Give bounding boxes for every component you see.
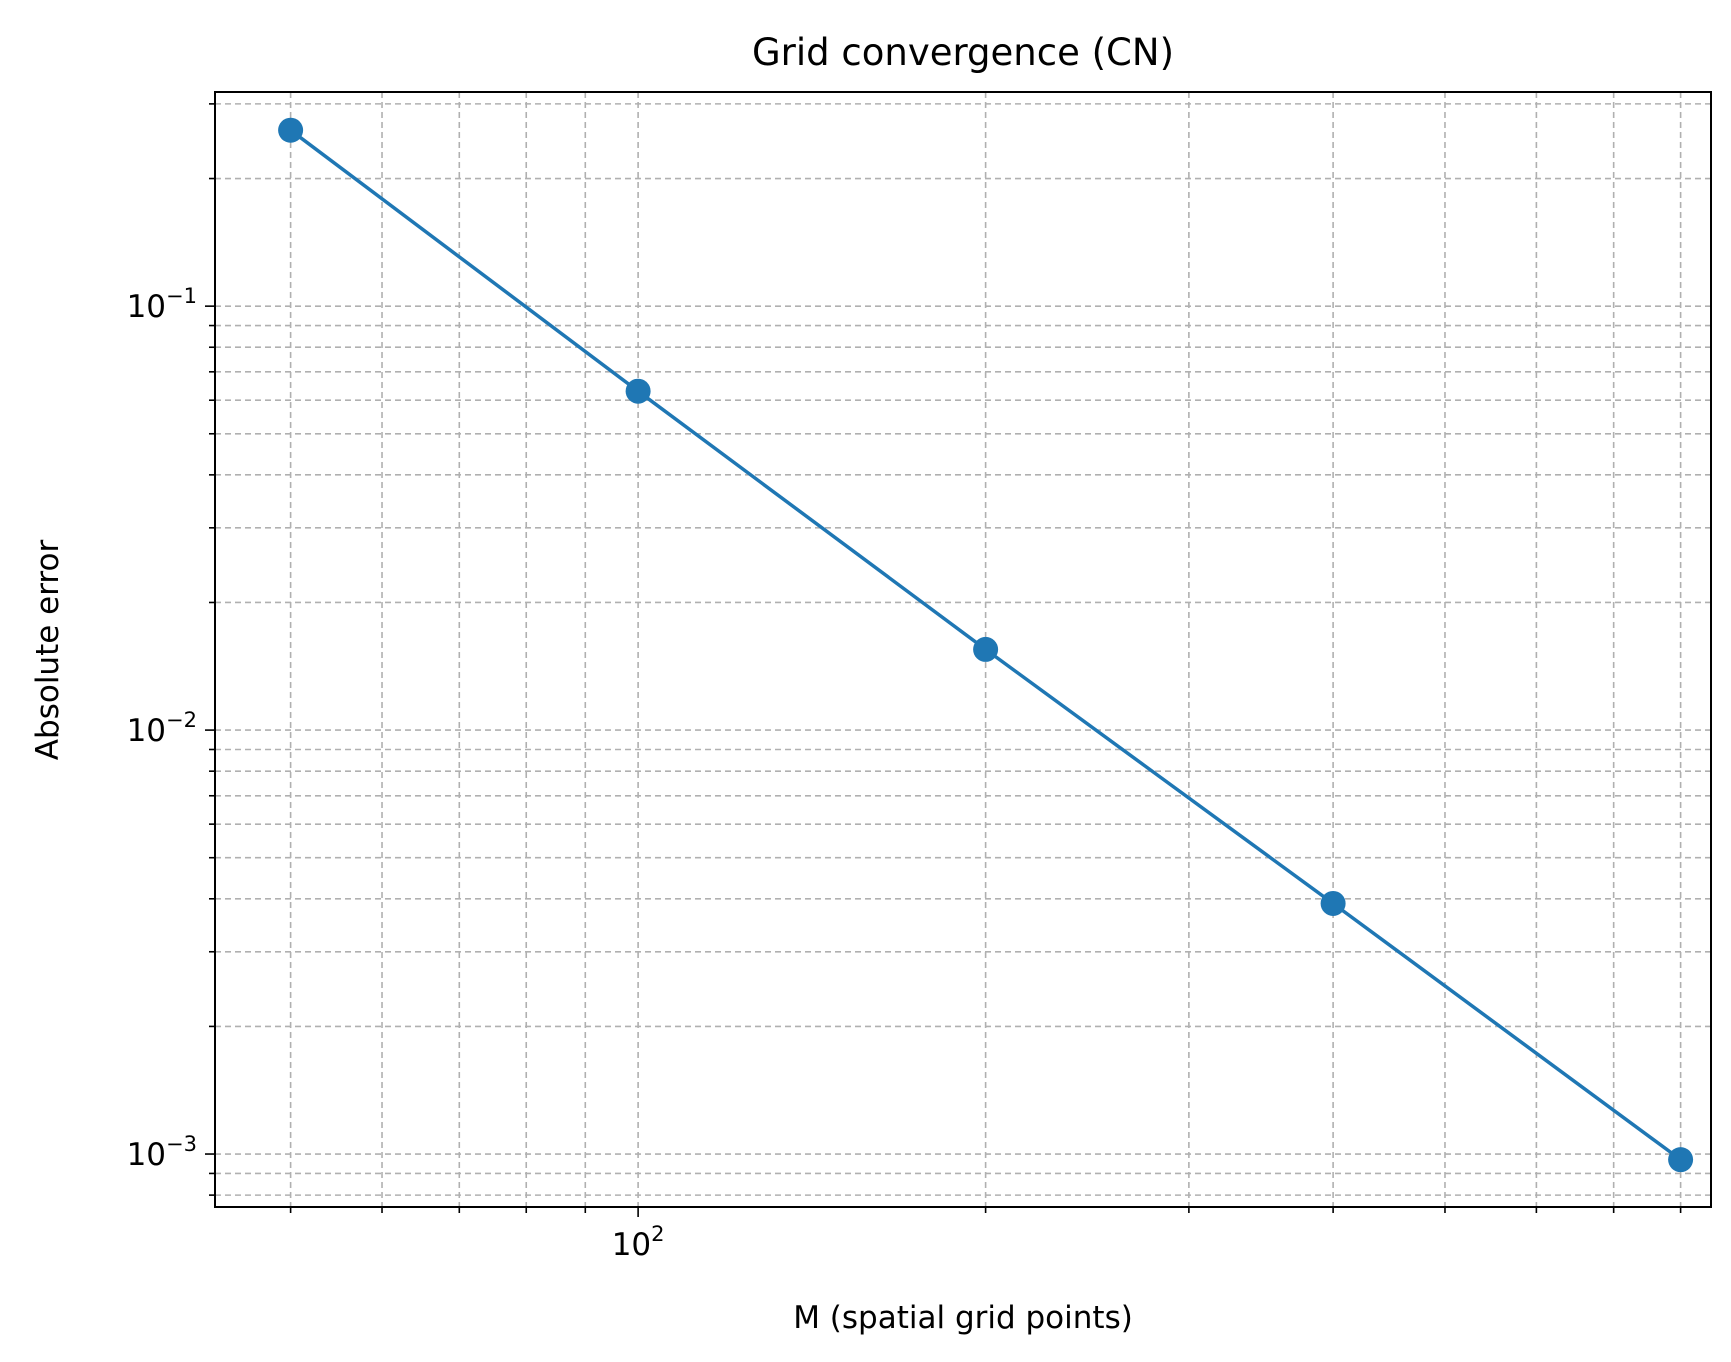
data-point xyxy=(1668,1147,1694,1173)
y-tick-label: 10−2 xyxy=(127,708,197,749)
grid-layer xyxy=(215,92,1711,1207)
plot-frame xyxy=(214,91,1712,1208)
data-point xyxy=(1320,890,1346,916)
data-point xyxy=(625,378,651,404)
chart-title: Grid convergence (CN) xyxy=(752,31,1174,74)
y-axis-label: Absolute error xyxy=(30,540,66,761)
y-tick-label: 10−3 xyxy=(127,1132,197,1173)
data-point xyxy=(278,117,304,143)
y-tick-label: 10−1 xyxy=(127,284,197,325)
data-point xyxy=(973,636,999,662)
x-axis-label: M (spatial grid points) xyxy=(793,1300,1133,1336)
series-layer xyxy=(278,117,1694,1173)
x-tick-label: 102 xyxy=(612,1222,665,1263)
